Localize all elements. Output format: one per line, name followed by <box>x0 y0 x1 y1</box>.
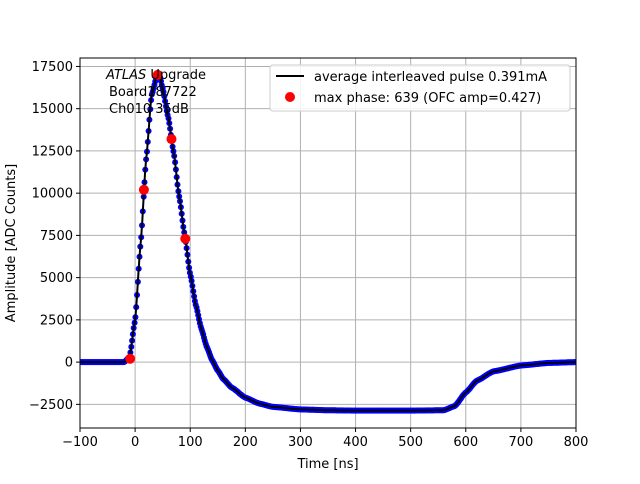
y-tick-label: 0 <box>65 356 73 371</box>
max-phase-point <box>152 69 163 80</box>
legend-marker-swatch <box>285 92 295 102</box>
x-tick-label: 300 <box>288 435 313 450</box>
max-phase-point <box>138 184 149 195</box>
max-phase-point <box>180 233 191 244</box>
plot-area <box>80 69 576 414</box>
ticks: −100 0 100 200 300 400 500 600 700 800 −2500 0 2500 5… <box>29 60 588 450</box>
max-phase-point <box>166 134 177 145</box>
y-tick-label: 5000 <box>40 271 73 286</box>
y-tick-label: −2500 <box>29 398 73 413</box>
x-tick-label: −100 <box>62 435 98 450</box>
x-axis-label: Time [ns] <box>296 457 358 472</box>
x-tick-label: 700 <box>508 435 533 450</box>
y-tick-label: 7500 <box>40 229 73 244</box>
axes-frame <box>79 57 577 429</box>
y-tick-label: 12500 <box>32 144 73 159</box>
x-tick-label: 0 <box>131 435 139 450</box>
annotation-italic: ATLAS <box>105 68 146 83</box>
x-tick-label: 600 <box>453 435 478 450</box>
annotation-line-2: Board187722 <box>109 85 197 100</box>
y-tick-label: 15000 <box>32 102 73 117</box>
x-tick-label: 800 <box>564 435 589 450</box>
y-tick-label: 2500 <box>40 313 73 328</box>
legend-entry-max-phase: max phase: 639 (OFC amp=0.427) <box>314 91 541 106</box>
legend-entry-pulse: average interleaved pulse 0.391mA <box>314 70 547 85</box>
series-group <box>80 69 576 414</box>
annotation: ATLAS Upgrade Board187722 Ch010 35dB <box>105 68 206 117</box>
y-tick-label: 10000 <box>32 187 73 202</box>
y-tick-label: 17500 <box>32 60 73 75</box>
x-tick-label: 400 <box>343 435 368 450</box>
svg-text:ATLAS Upgrade: ATLAS Upgrade <box>105 68 206 83</box>
annotation-line-1: Upgrade <box>146 68 206 83</box>
x-tick-label: 100 <box>178 435 203 450</box>
annotation-line-3: Ch010 35dB <box>109 102 189 117</box>
pulse-line <box>80 73 576 412</box>
legend: average interleaved pulse 0.391mA max ph… <box>269 64 571 112</box>
max-phase-point <box>125 353 136 364</box>
x-tick-label: 500 <box>398 435 423 450</box>
y-axis-label: Amplitude [ADC Counts] <box>4 164 19 322</box>
x-tick-label: 200 <box>233 435 258 450</box>
